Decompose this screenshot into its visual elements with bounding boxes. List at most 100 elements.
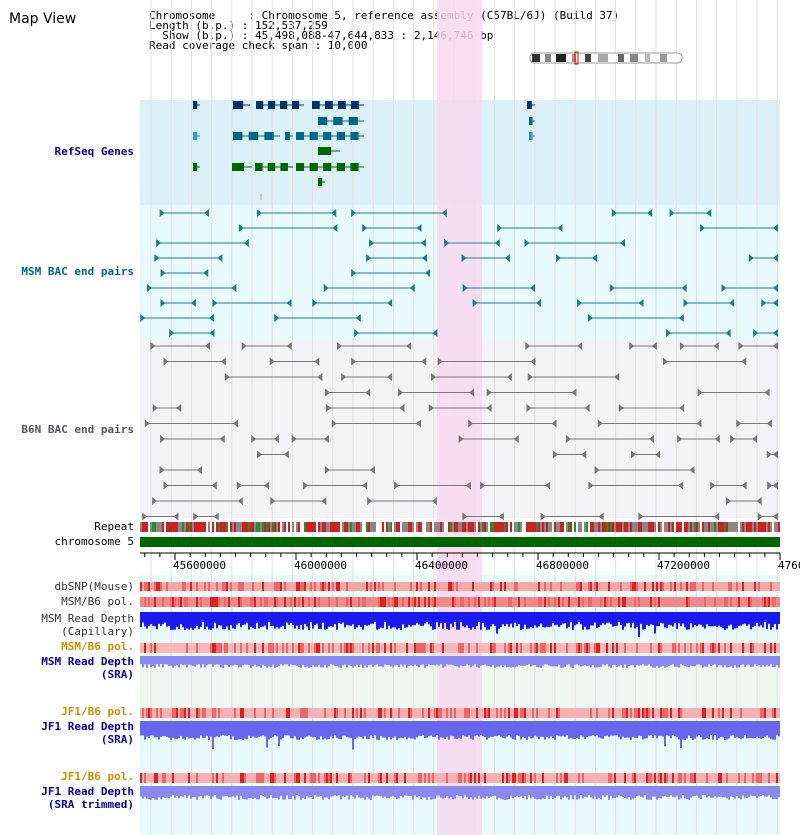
jf1-pol-trim-segment	[686, 773, 688, 783]
b6n-bac-pair-end-left	[144, 419, 150, 428]
b6n-bac-pair-end-left	[341, 373, 347, 381]
msm-pol-sra-segment	[308, 643, 310, 653]
jf1-pol-segment	[374, 708, 376, 718]
jf1-depth-trim-bar	[540, 786, 542, 800]
dbsnp-segment	[180, 582, 182, 591]
msm-pol-sra-segment	[498, 643, 500, 653]
msm-depth-cap-bar	[650, 612, 652, 625]
jf1-pol-segment	[152, 708, 154, 718]
jf1-depth-trim-bar	[416, 786, 418, 798]
repeat-segment	[422, 522, 424, 532]
dbsnp-segment	[768, 582, 770, 591]
msm-depth-cap-bar	[230, 612, 232, 626]
jf1-pol-segment	[672, 708, 674, 718]
msm-pol-cap-segment	[742, 597, 744, 607]
jf1-depth-trim-bar	[226, 786, 228, 797]
jf1-pol-segment	[506, 708, 508, 718]
jf1-depth-trim-bar	[378, 786, 380, 796]
msm-depth-sra-bar	[738, 656, 740, 668]
msm-pol-sra-segment	[370, 643, 372, 653]
msm-depth-cap-bar	[326, 612, 328, 629]
dbsnp-segment	[558, 582, 560, 591]
jf1-depth-bar	[608, 721, 610, 737]
dbsnp-segment	[482, 582, 484, 591]
msm-pol-sra-segment	[552, 643, 554, 653]
jf1-pol-segment	[732, 708, 734, 718]
jf1-depth-trim-bar	[368, 786, 370, 799]
jf1-depth-bar	[748, 721, 750, 739]
msm-depth-cap-bar	[524, 612, 526, 625]
b6n-bac-pair-end-right	[506, 373, 512, 381]
jf1-pol-trim-segment	[334, 773, 336, 783]
msm-depth-cap-bar	[602, 612, 604, 624]
jf1-pol-segment	[280, 708, 282, 718]
repeat-segment	[616, 522, 618, 532]
gene-exon	[350, 163, 359, 171]
msm-pol-sra-segment	[682, 643, 684, 653]
gene-exon	[338, 101, 346, 109]
chromosome-ideogram[interactable]	[529, 51, 683, 65]
repeat-segment	[392, 522, 394, 532]
dbsnp-segment	[310, 582, 312, 591]
repeat-segment	[148, 522, 150, 532]
msm-bac-label[interactable]: MSM BAC end pairs	[21, 265, 134, 278]
msm-depth-cap-bar	[348, 612, 350, 626]
jf1-depth-trim-bar	[690, 786, 692, 798]
msm-pol-cap-segment	[586, 597, 588, 607]
axis-tick-label: 45600000	[173, 559, 226, 572]
msm-pol-cap-segment	[250, 597, 252, 607]
msm-pol-cap-segment	[502, 597, 504, 607]
msm-depth-cap-bar	[570, 612, 572, 623]
msm-depth-sra-bar	[430, 656, 432, 666]
msm-pol-cap-segment	[648, 597, 650, 607]
jf1-pol-trim-segment	[282, 773, 284, 783]
msm-pol-cap-segment	[378, 597, 380, 607]
repeat-segment	[434, 522, 436, 532]
dbsnp-segment	[258, 582, 260, 591]
dbsnp-segment	[618, 582, 620, 591]
jf1-pol-trim-segment	[362, 773, 364, 783]
jf1-depth-bar	[496, 721, 498, 737]
msm-pol-sra-segment	[612, 643, 614, 653]
b6n-bac-pair-end-left	[351, 357, 357, 366]
refseq-genes-label[interactable]: RefSeq Genes	[54, 145, 134, 158]
msm-pol-cap-segment	[316, 597, 318, 607]
msm-pol-cap-segment	[462, 597, 464, 607]
msm-pol-sra-segment	[696, 643, 698, 653]
jf1-pol-segment	[606, 708, 608, 718]
jf1-pol-trim-segment	[440, 773, 442, 783]
jf1-depth-bar	[548, 721, 550, 739]
msm-pol-sra-segment	[548, 643, 550, 653]
jf1-pol-trim-segment	[158, 773, 160, 783]
dbsnp-segment	[300, 582, 302, 591]
msm-pol-cap-segment	[226, 597, 228, 607]
jf1-depth-bar	[366, 721, 368, 740]
dbsnp-segment	[538, 582, 540, 591]
jf1-depth-trim-bar	[768, 786, 770, 796]
b6n-bac-pair-end-right	[689, 466, 695, 474]
b6n-bac-pair-end-left	[367, 497, 373, 505]
msm-depth-cap-bar	[336, 612, 338, 630]
msm-depth-sra-bar	[476, 656, 478, 667]
jf1-pol-trim-segment	[708, 773, 710, 783]
jf1-pol-trim-segment	[444, 773, 446, 783]
msm-pol-cap-segment	[388, 597, 390, 607]
jf1-pol-segment	[436, 708, 438, 718]
repeat-segment	[408, 522, 410, 532]
msm-pol-sra-segment	[412, 643, 414, 653]
msm-depth-cap-bar	[200, 612, 202, 627]
b6n-bac-pair-end-left	[398, 388, 404, 397]
jf1-pol-trim-segment	[298, 773, 300, 783]
b6n-bac-label[interactable]: B6N BAC end pairs	[21, 423, 134, 436]
jf1-depth-bar	[324, 721, 326, 739]
repeat-segment	[644, 522, 646, 532]
jf1-depth-bar	[160, 721, 162, 737]
b6n-bac-pair-end-left	[468, 419, 474, 428]
msm-bac-pair-end-left	[472, 299, 478, 307]
jf1-depth-bar	[408, 721, 410, 738]
gene-exon	[280, 163, 288, 171]
dbsnp-segment	[630, 582, 632, 591]
msm-depth-sra-bar	[714, 656, 716, 665]
msm-pol-sra-segment	[436, 643, 438, 653]
